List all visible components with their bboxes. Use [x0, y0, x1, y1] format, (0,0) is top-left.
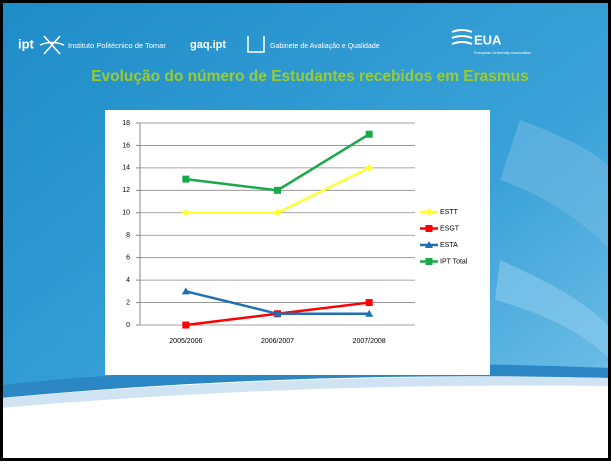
institution: Instituto Politécnico de Tomar	[68, 41, 166, 50]
logo-icon	[451, 29, 473, 45]
logo-gaq: gaq.ipt	[190, 39, 226, 51]
logo-icon	[39, 35, 65, 55]
data-point	[365, 163, 374, 172]
data-point	[365, 309, 374, 317]
y-tick-label: 10	[122, 210, 130, 217]
gabinete: Gabinete de Avaliação e Qualidade	[270, 43, 380, 50]
slide-title: Evolução do número de Estudantes recebid…	[91, 68, 529, 85]
legend-label: IPT Total	[440, 258, 468, 265]
bottom-swoosh-light	[0, 376, 611, 408]
data-point	[181, 287, 190, 295]
decor-swoosh	[500, 120, 611, 250]
legend-marker	[425, 241, 433, 248]
y-tick-label: 2	[126, 299, 130, 306]
y-tick-label: 8	[126, 232, 130, 239]
legend-label: ESTT	[440, 209, 459, 216]
eua-subtitle: European University Association	[474, 50, 531, 55]
y-tick-label: 0	[126, 322, 130, 329]
x-tick-label: 2007/2008	[353, 338, 386, 345]
data-point	[365, 130, 373, 138]
y-tick-label: 18	[122, 120, 130, 127]
decor-swoosh	[495, 260, 611, 360]
logo-icon	[247, 36, 265, 53]
legend-marker	[425, 208, 433, 216]
y-tick-label: 6	[126, 255, 130, 262]
data-point	[273, 208, 282, 217]
data-point	[182, 321, 190, 329]
data-point	[274, 186, 281, 194]
y-tick-label: 16	[122, 142, 130, 149]
y-tick-label: 12	[122, 187, 130, 194]
x-tick-label: 2005/2006	[169, 338, 202, 345]
data-point	[181, 208, 190, 217]
chart-box	[105, 110, 490, 375]
logo-eua: EUA	[474, 32, 502, 47]
y-tick-label: 4	[126, 277, 130, 284]
data-point	[365, 299, 373, 307]
data-point	[182, 175, 190, 183]
legend-label: ESGT	[440, 225, 460, 232]
x-tick-label: 2006/2007	[261, 338, 294, 345]
legend-label: ESTA	[440, 242, 458, 249]
legend-marker	[425, 225, 433, 232]
data-point	[273, 309, 282, 317]
chart: 0 2 4 6 8 10 12 14 16 18 2005/2006 2006/2007 2007/20…	[122, 120, 468, 345]
legend-marker	[425, 258, 433, 265]
y-tick-label: 14	[122, 165, 130, 172]
logo-ipt: ipt	[18, 36, 35, 51]
